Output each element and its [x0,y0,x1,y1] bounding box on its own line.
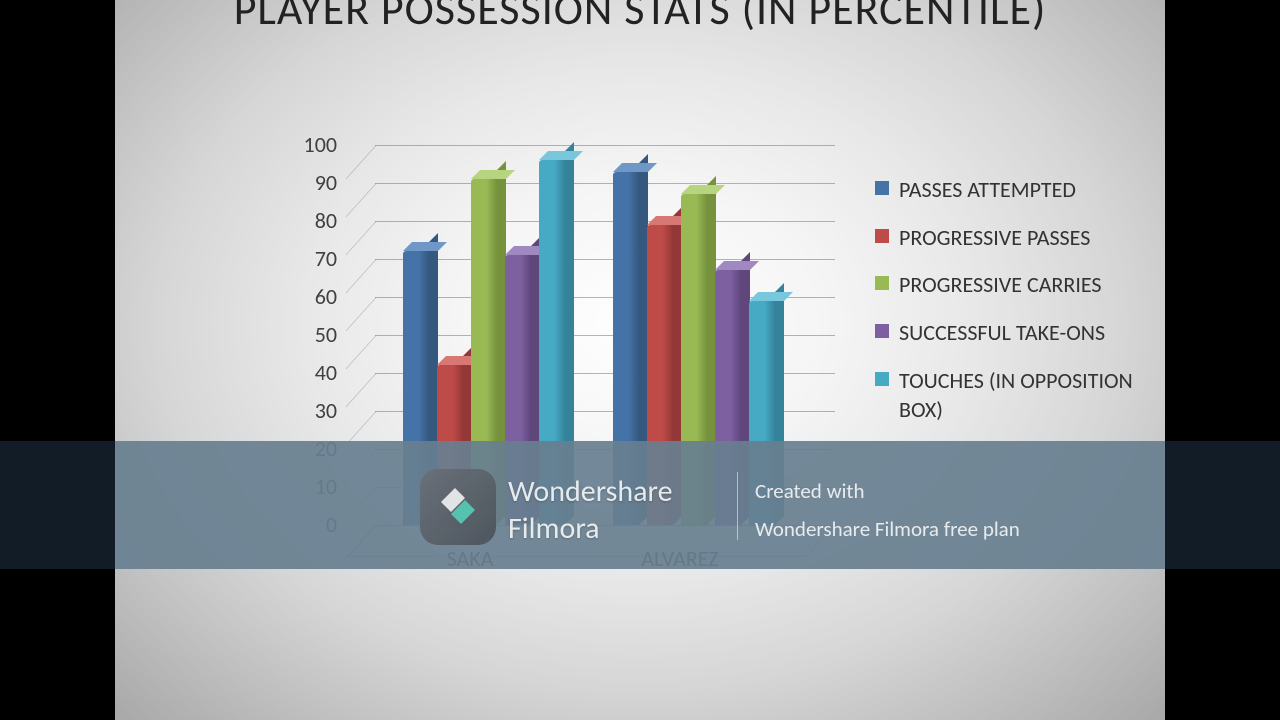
watermark-brand-line2: Filmora [508,510,600,547]
y-axis-tick-label: 80 [295,207,337,234]
legend-item: TOUCHES (IN OPPOSITION BOX) [875,366,1155,425]
legend-label: SUCCESSFUL TAKE-ONS [899,318,1105,348]
legend-label: PASSES ATTEMPTED [899,175,1076,205]
legend-swatch [875,181,889,195]
watermark-brand-line1: Wondershare [508,473,673,510]
legend-swatch [875,276,889,290]
legend-swatch [875,229,889,243]
y-axis-tick-label: 30 [295,397,337,424]
y-axis-tick-label: 100 [295,131,337,158]
watermark-separator [737,472,738,540]
watermark-logo [420,469,496,545]
legend-item: PROGRESSIVE CARRIES [875,270,1155,300]
legend-item: PROGRESSIVE PASSES [875,223,1155,253]
watermark-brand: Wondershare Filmora [508,473,673,547]
legend-item: PASSES ATTEMPTED [875,175,1155,205]
chart-title: PLAYER POSSESSION STATS (IN PERCENTILE) [115,0,1165,36]
legend: PASSES ATTEMPTED PROGRESSIVE PASSES PROGRE… [875,175,1155,443]
legend-label: PROGRESSIVE CARRIES [899,270,1102,300]
y-axis-tick-label: 70 [295,245,337,272]
legend-item: SUCCESSFUL TAKE-ONS [875,318,1155,348]
y-axis-tick-label: 40 [295,359,337,386]
legend-label: PROGRESSIVE PASSES [899,223,1090,253]
y-axis-tick-label: 90 [295,169,337,196]
legend-swatch [875,372,889,386]
y-axis-tick-label: 50 [295,321,337,348]
legend-swatch [875,324,889,338]
watermark-credit-line2: Wondershare Filmora free plan [755,516,1020,542]
y-axis-tick-label: 60 [295,283,337,310]
watermark-credit-line1: Created with [755,478,865,504]
legend-label: TOUCHES (IN OPPOSITION BOX) [899,366,1155,425]
slide-stage: PLAYER POSSESSION STATS (IN PERCENTILE) … [115,0,1165,720]
